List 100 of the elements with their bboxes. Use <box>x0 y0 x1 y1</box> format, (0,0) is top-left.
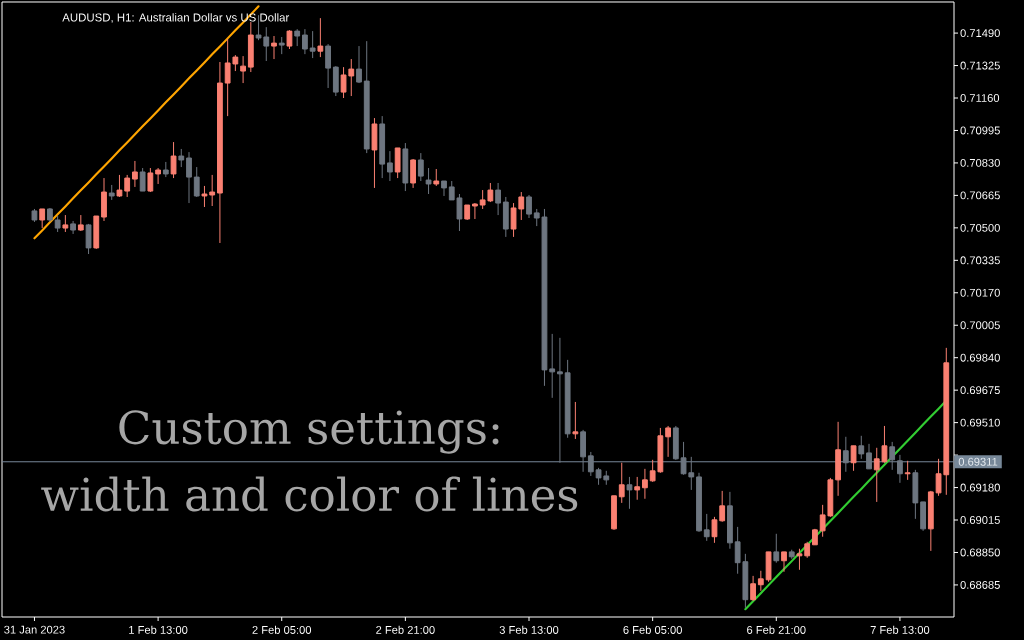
candlestick <box>147 167 154 193</box>
candlestick <box>193 166 200 198</box>
candlestick <box>363 40 370 154</box>
x-tick-label: 7 Feb 13:00 <box>870 625 930 634</box>
candlestick <box>240 55 246 84</box>
candlestick <box>271 35 277 60</box>
candlestick <box>394 147 401 179</box>
candlestick <box>155 167 161 185</box>
y-tick-label: 0.70170 <box>960 288 1000 297</box>
candlestick <box>626 476 633 510</box>
candlestick <box>618 462 625 504</box>
x-tick-label: 6 Feb 21:00 <box>747 625 806 634</box>
candlestick <box>642 468 648 500</box>
y-tick-label: 0.69015 <box>960 516 1000 524</box>
candlestick <box>587 451 594 477</box>
candlestick <box>472 202 478 220</box>
y-tick-label: 0.70005 <box>960 321 1000 330</box>
candlestick <box>897 454 903 484</box>
candlestick <box>356 45 362 84</box>
candlestick <box>332 65 339 97</box>
candlestick <box>812 528 818 546</box>
candlestick <box>77 214 84 232</box>
candlestick <box>371 117 378 189</box>
annotation: width and color of lines <box>41 476 578 512</box>
candlestick <box>781 551 787 573</box>
candlestick <box>464 204 471 221</box>
y-tick-label: 0.71325 <box>960 61 1000 70</box>
candlestick <box>116 174 123 198</box>
annotation: Custom settings: <box>119 410 499 454</box>
candlestick <box>402 142 409 192</box>
candlestick <box>773 533 780 564</box>
candlestick <box>162 161 169 178</box>
candlestick <box>889 441 896 471</box>
candlestick <box>557 337 563 464</box>
candlestick <box>665 425 671 458</box>
candlestick <box>93 215 100 250</box>
candlestick <box>39 208 46 229</box>
candlestick <box>54 215 61 233</box>
candlestick <box>410 158 416 189</box>
candlestick <box>502 196 509 238</box>
candlestick <box>850 445 857 472</box>
candlestick <box>835 421 841 497</box>
y-tick-label: 0.70830 <box>960 158 1000 167</box>
candlestick <box>564 359 571 439</box>
x-tick-label: 2 Feb 21:00 <box>376 625 435 634</box>
candlestick <box>788 549 795 560</box>
candlestick <box>580 429 586 473</box>
candlestick <box>572 401 579 440</box>
candlestick <box>703 513 710 542</box>
y-tick-label: 0.70665 <box>960 191 1000 200</box>
candlestick <box>526 194 532 219</box>
candlestick <box>108 184 115 201</box>
candlestick <box>170 141 177 179</box>
x-tick-label: 31 Jan 2023 <box>4 625 65 634</box>
candlestick <box>178 148 185 168</box>
candlestick <box>317 17 324 58</box>
y-tick-label: 0.69675 <box>960 386 1000 395</box>
y-tick-label: 0.69510 <box>960 418 1000 427</box>
candlestick <box>495 182 501 216</box>
candlestick <box>920 501 926 532</box>
candlestick <box>101 177 107 222</box>
candlestick <box>186 151 192 204</box>
candlestick <box>727 491 733 550</box>
candlestick <box>634 476 641 501</box>
candlestick <box>904 460 911 481</box>
x-tick-label: 3 Feb 13:00 <box>499 625 559 634</box>
candlestick <box>217 61 223 244</box>
y-tick-label: 0.68685 <box>960 580 1000 589</box>
candlestick <box>866 443 872 470</box>
candlestick <box>31 208 38 223</box>
candlestick <box>309 30 316 59</box>
y-tick-label: 0.68850 <box>960 548 1000 557</box>
candlestick <box>765 551 772 583</box>
candlestick <box>611 495 617 531</box>
y-tick-label: 0.69180 <box>960 483 1000 492</box>
candlestick <box>132 160 138 188</box>
candlestick <box>750 575 756 602</box>
candlestick <box>85 223 92 255</box>
candlestick <box>247 21 254 73</box>
y-tick-label: 0.70995 <box>960 126 1000 135</box>
candlestick <box>417 152 424 182</box>
ref-line-label: 0.69311 <box>958 457 998 466</box>
candlestick <box>278 36 285 55</box>
candlestick <box>858 435 865 460</box>
candlestick <box>379 115 386 179</box>
y-tick-label: 0.70335 <box>960 256 1000 265</box>
y-tick-label: 0.71490 <box>960 29 1000 38</box>
candlestick <box>47 207 53 223</box>
y-tick-label: 0.69840 <box>960 353 1000 362</box>
candlestick <box>286 29 293 50</box>
candlestick <box>912 469 919 520</box>
candlestick <box>62 214 69 233</box>
candlestick <box>757 570 764 592</box>
y-tick-label: 0.70500 <box>960 223 1000 232</box>
candlestick <box>927 490 934 552</box>
candlestick <box>433 168 440 187</box>
x-tick-label: 2 Feb 05:00 <box>252 625 312 634</box>
candlestick <box>70 220 76 235</box>
candlestick <box>842 436 849 473</box>
candlestick <box>325 43 331 89</box>
